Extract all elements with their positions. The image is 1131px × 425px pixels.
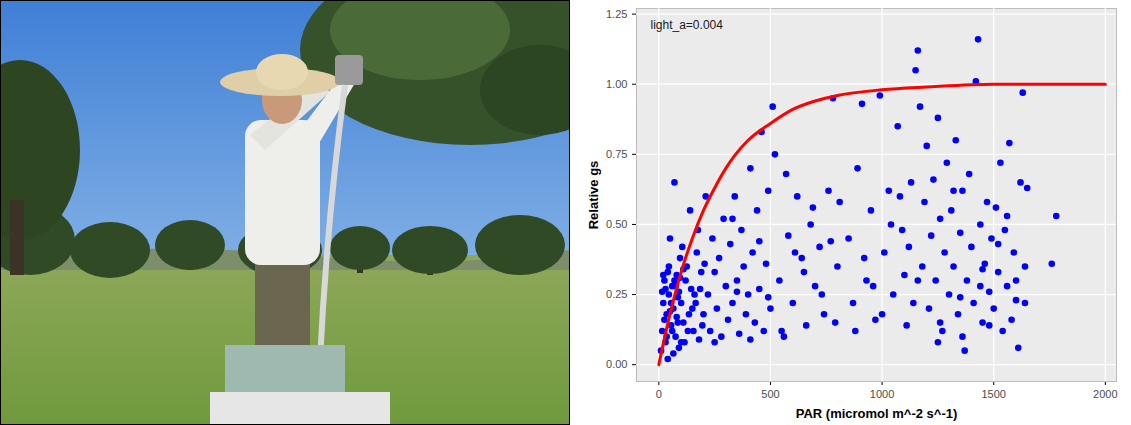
svg-text:0.75: 0.75 [606,148,627,160]
svg-text:1500: 1500 [981,388,1005,400]
svg-text:1.00: 1.00 [606,78,627,90]
svg-text:1000: 1000 [870,388,894,400]
svg-text:0.50: 0.50 [606,218,627,230]
svg-text:0.00: 0.00 [606,358,627,370]
svg-text:Relative gs: Relative gs [586,161,601,230]
svg-text:0: 0 [656,388,662,400]
svg-text:light_a=0.004: light_a=0.004 [651,18,724,32]
svg-text:0.25: 0.25 [606,288,627,300]
svg-text:PAR (micromol m^-2 s^-1): PAR (micromol m^-2 s^-1) [796,406,958,421]
svg-text:2000: 2000 [1093,388,1117,400]
svg-text:1.25: 1.25 [606,8,627,20]
svg-text:500: 500 [761,388,779,400]
